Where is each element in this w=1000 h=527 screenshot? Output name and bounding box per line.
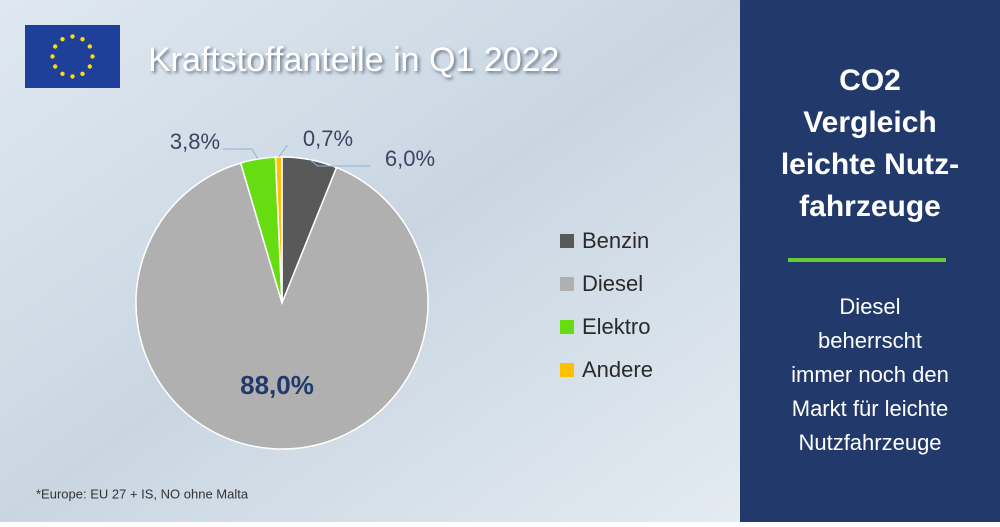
star bbox=[90, 54, 95, 59]
legend-swatch bbox=[560, 277, 574, 291]
legend-swatch bbox=[560, 234, 574, 248]
leader-line bbox=[309, 159, 370, 167]
star bbox=[52, 64, 58, 69]
legend-label: Andere bbox=[582, 357, 653, 382]
star bbox=[50, 54, 55, 59]
side-text: immer noch den bbox=[791, 362, 949, 387]
side-title: fahrzeuge bbox=[799, 190, 941, 223]
leader-line bbox=[278, 145, 288, 158]
pie-slice bbox=[274, 156, 283, 304]
star bbox=[80, 71, 85, 77]
side-title: CO2 bbox=[839, 64, 901, 97]
star bbox=[87, 44, 93, 49]
star bbox=[70, 74, 75, 79]
legend-label: Elektro bbox=[582, 314, 650, 339]
star bbox=[60, 36, 65, 42]
legend-label: Benzin bbox=[582, 228, 649, 253]
legend-label: Diesel bbox=[582, 271, 643, 296]
eu-flag bbox=[25, 25, 120, 88]
star bbox=[80, 36, 85, 42]
footnote: *Europe: EU 27 + IS, NO ohne Malta bbox=[36, 486, 249, 501]
data-label: 3,8% bbox=[170, 129, 220, 154]
side-text: Markt für leichte bbox=[792, 396, 949, 421]
chart-title: Kraftstoffanteile in Q1 2022 bbox=[148, 41, 559, 79]
leader-line bbox=[223, 148, 259, 160]
legend-swatch bbox=[560, 320, 574, 334]
side-title: Vergleich bbox=[803, 106, 936, 139]
pie-slice bbox=[135, 162, 429, 450]
legend-swatch bbox=[560, 363, 574, 377]
side-text: beherrscht bbox=[818, 328, 922, 353]
star bbox=[87, 64, 93, 69]
star bbox=[70, 34, 75, 39]
star bbox=[60, 71, 65, 77]
data-label: 88,0% bbox=[240, 370, 314, 400]
side-text: Nutzfahrzeuge bbox=[798, 430, 941, 455]
side-text: Diesel bbox=[839, 294, 900, 319]
data-label: 0,7% bbox=[303, 126, 353, 151]
divider bbox=[788, 258, 946, 262]
pie-chart: 6,0% 88,0% 3,8% 0,7% Benzin Diesel Elektro Ande… bbox=[135, 126, 653, 450]
side-title: leichte Nutz- bbox=[781, 148, 959, 181]
data-label: 6,0% bbox=[385, 146, 435, 171]
star bbox=[52, 44, 58, 49]
